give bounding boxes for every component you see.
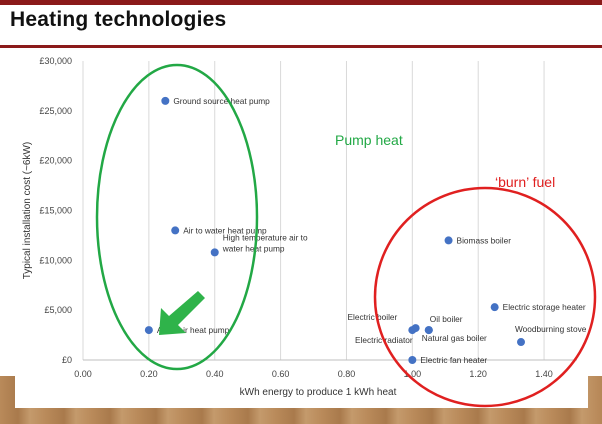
title-underline [0, 45, 602, 48]
data-point [490, 303, 499, 312]
data-point [144, 326, 153, 335]
pump-heat-label: Pump heat [335, 132, 403, 148]
y-tick-label: £25,000 [39, 106, 72, 116]
data-point [408, 356, 417, 364]
y-tick-label: £30,000 [39, 56, 72, 66]
x-axis-title: kWh energy to produce 1 kWh heat [240, 387, 397, 398]
data-point [171, 226, 180, 235]
y-tick-label: £10,000 [39, 255, 72, 265]
x-tick-label: 0.20 [140, 369, 158, 379]
point-label: Air to air heat pump [157, 325, 230, 335]
data-point [444, 236, 453, 245]
x-tick-label: 0.80 [338, 369, 356, 379]
x-tick-label: 0.60 [272, 369, 290, 379]
y-axis-title: Typical installation cost (~6kW) [22, 142, 33, 280]
x-tick-label: 0.40 [206, 369, 224, 379]
point-label: Oil boiler [430, 314, 463, 324]
x-tick-label: 1.20 [469, 369, 487, 379]
point-label: Natural gas boiler [422, 333, 487, 343]
point-label: Biomass boiler [457, 235, 512, 245]
burn-fuel-label: ‘burn’ fuel [495, 174, 555, 190]
burn-fuel-circle [373, 186, 597, 408]
chart-card [15, 50, 588, 408]
point-label: Air to water heat pump [183, 225, 267, 235]
data-point [411, 324, 420, 333]
data-point [424, 326, 433, 335]
point-label: Electric storage heater [503, 302, 586, 312]
point-label: water heat pump [222, 243, 285, 253]
y-tick-label: £0 [62, 355, 72, 365]
point-label: High temperature air to [223, 232, 308, 242]
y-tick-label: £20,000 [39, 156, 72, 166]
y-tick-label: £15,000 [39, 206, 72, 216]
data-point [517, 338, 526, 347]
x-tick-label: 0.00 [74, 369, 92, 379]
point-label: Woodburning stove [515, 324, 587, 334]
point-label: Electric fan heater [420, 355, 487, 365]
point-label: Electric boiler [348, 312, 398, 322]
accent-bar [0, 0, 602, 5]
slide-title: Heating technologies [10, 8, 227, 31]
x-tick-label: 1.00 [404, 369, 422, 379]
data-point [210, 248, 219, 257]
x-tick-label: 1.40 [535, 369, 553, 379]
y-tick-label: £5,000 [44, 305, 72, 315]
data-point [161, 96, 170, 105]
pump-heat-circle [95, 63, 259, 371]
point-label: Ground source heat pump [173, 96, 270, 106]
highlight-arrow-icon [159, 291, 205, 335]
